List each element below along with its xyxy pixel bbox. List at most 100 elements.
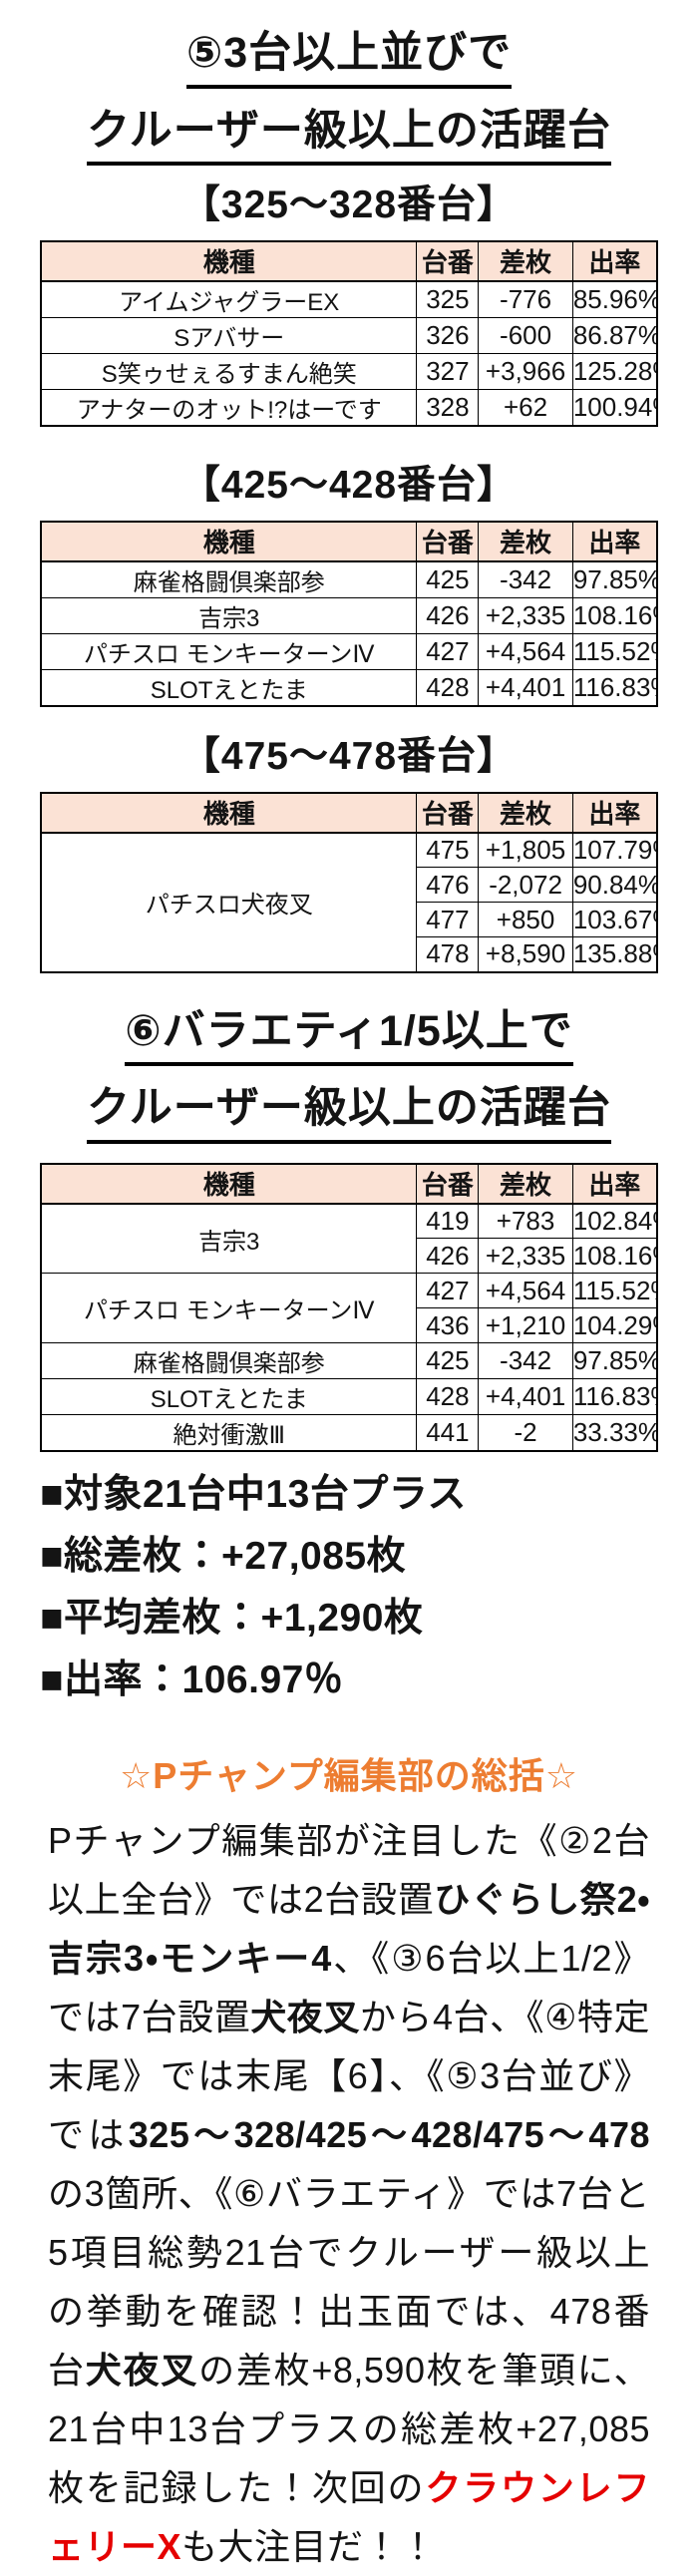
table-row: アイムジャグラーEX 325 -776 85.96% [40, 280, 658, 318]
table-variety: 機種 台番 差枚 出率 吉宗3 419 +783 102.84% 426 +2,… [40, 1162, 658, 1453]
table-header-row: 機種 台番 差枚 出率 [40, 521, 658, 562]
col-header-rate: 出率 [571, 1163, 658, 1205]
unit-number: 475 [416, 832, 480, 869]
diff-value: +850 [478, 902, 573, 938]
table-row: 吉宗3 419 +783 102.84% [40, 1203, 658, 1275]
section5-title-line2: クルーザー級以上の活躍台 [40, 106, 658, 167]
unit-number: 478 [416, 936, 480, 973]
col-header-machine: 機種 [40, 240, 418, 282]
rate-value: 116.83% [571, 668, 658, 707]
summary-block: ■対象21台中13台プラス ■総差枚：+27,085枚 ■平均差枚：+1,290… [40, 1472, 658, 1703]
section6-title-line2-text: クルーザー級以上の活躍台 [87, 1083, 611, 1144]
machine-name: S笑ゥせぇるすまん絶笑 [40, 352, 418, 390]
section6-title-line1-text: ⑥バラエティ1/5以上で [125, 1006, 573, 1067]
table-325-328: 機種 台番 差枚 出率 アイムジャグラーEX 325 -776 85.96% S… [40, 239, 658, 427]
group-subtitle-325-328: 【325～328番台】 [180, 184, 518, 227]
machine-name: パチスロ モンキーターンⅣ [40, 632, 418, 670]
unit-number: 425 [416, 560, 480, 598]
table-row: パチスロ モンキーターンⅣ 427 +4,564 115.52% [40, 1273, 658, 1344]
table-row: SLOTえとたま 428 +4,401 116.83% [40, 668, 658, 707]
diff-value: +2,335 [478, 596, 573, 634]
table-row: 426 +2,335 108.16% [41, 1238, 658, 1275]
overview-segment-normal: から4台、《④特定末尾》では末尾【6】、《⑤3台並び》では [48, 1997, 650, 2156]
unit-number: 419 [416, 1203, 480, 1240]
rate-value: 102.84% [571, 1203, 658, 1240]
unit-number: 427 [416, 632, 480, 670]
unit-number: 425 [416, 1342, 480, 1380]
machine-name-merged: パチスロ犬夜叉 [40, 832, 418, 973]
overview-segment-bold: ひぐらし祭2・吉宗3・モンキー4 [48, 1879, 650, 1980]
machine-name: アイムジャグラーEX [40, 280, 418, 318]
rate-value: 125.28% [571, 352, 658, 390]
rate-value: 108.16% [571, 1238, 658, 1275]
unit-number: 428 [416, 1378, 480, 1416]
table-row: 麻雀格闘倶楽部参 425 -342 97.85% [40, 1342, 658, 1380]
rate-value: 107.79% [571, 832, 658, 869]
rate-value: 100.94% [571, 388, 658, 427]
col-header-machine: 機種 [40, 521, 418, 562]
diff-value: +1,805 [478, 832, 573, 869]
col-header-diff: 差枚 [478, 240, 573, 282]
machine-name: 吉宗3 [40, 596, 418, 634]
summary-average-diff: ■平均差枚：+1,290枚 [40, 1596, 424, 1640]
rate-value: 116.83% [571, 1378, 658, 1416]
table-row: 吉宗3 426 +2,335 108.16% [40, 596, 658, 634]
col-header-diff: 差枚 [478, 1163, 573, 1205]
machine-name: Sアバサー [40, 316, 418, 354]
rate-value: 97.85% [571, 560, 658, 598]
rate-value: 115.52% [571, 632, 658, 670]
unit-number: 328 [416, 388, 480, 427]
summary-target-count: ■対象21台中13台プラス [40, 1473, 468, 1517]
overview-segment-normal: の3箇所、《⑥バラエティ》では7台と5項目総勢21台でクルーザー級以上の挙動を確… [48, 2173, 650, 2392]
col-header-rate: 出率 [571, 792, 658, 834]
machine-name: アナターのオット!?はーです [40, 388, 418, 427]
table-row: Sアバサー 326 -600 86.87% [40, 316, 658, 354]
section6-title-line1: ⑥バラエティ1/5以上で [40, 1006, 658, 1067]
diff-value: +4,401 [478, 668, 573, 707]
rate-value: 86.87% [571, 316, 658, 354]
table-header-row: 機種 台番 差枚 出率 [40, 1163, 658, 1205]
table-475-478: 機種 台番 差枚 出率 パチスロ犬夜叉 475 +1,805 107.79% 4… [40, 791, 658, 973]
col-header-number: 台番 [416, 240, 480, 282]
diff-value: -2,072 [478, 867, 573, 904]
rate-value: 135.88% [571, 936, 658, 973]
unit-number: 426 [416, 1238, 480, 1275]
diff-value: +8,590 [478, 936, 573, 973]
diff-value: +62 [478, 388, 573, 427]
overview-segment-normal: Pチャンプ編集部が注目した《②2台以上全台》では2台設置 [48, 1820, 650, 1921]
unit-number: 325 [416, 280, 480, 318]
rate-value: 97.85% [571, 1342, 658, 1380]
rate-value: 115.52% [571, 1273, 658, 1309]
unit-number: 327 [416, 352, 480, 390]
rate-value: 108.16% [571, 596, 658, 634]
unit-number: 441 [416, 1414, 480, 1452]
table-row: 絶対衝激Ⅲ 441 -2 33.33% [40, 1414, 658, 1452]
section6-title-line2: クルーザー級以上の活躍台 [40, 1083, 658, 1144]
overview-segment-normal: も大注目だ！！ [181, 2526, 437, 2568]
unit-number: 476 [416, 867, 480, 904]
table-row: 麻雀格闘倶楽部参 425 -342 97.85% [40, 560, 658, 598]
diff-value: +1,210 [478, 1307, 573, 1344]
machine-name-merged: 吉宗3 [40, 1203, 418, 1275]
diff-value: -600 [478, 316, 573, 354]
diff-value: +4,564 [478, 632, 573, 670]
unit-number: 436 [416, 1307, 480, 1344]
machine-name: SLOTえとたま [40, 1378, 418, 1416]
machine-name: 麻雀格闘倶楽部参 [40, 1342, 418, 1380]
col-header-diff: 差枚 [478, 792, 573, 834]
group-subtitle-425-428: 【425～428番台】 [180, 463, 518, 507]
overview-segment-bold: 犬夜叉 [85, 2350, 199, 2392]
machine-name: 絶対衝激Ⅲ [40, 1414, 418, 1452]
rate-value: 33.33% [571, 1414, 658, 1452]
diff-value: -776 [478, 280, 573, 318]
diff-value: -2 [478, 1414, 573, 1452]
section5-title-line1: ⑤3台以上並びで [40, 28, 658, 89]
diff-value: -342 [478, 1342, 573, 1380]
unit-number: 426 [416, 596, 480, 634]
rate-value: 85.96% [571, 280, 658, 318]
group-subtitle-475-478: 【475～478番台】 [180, 734, 518, 778]
overview-segment-bold: 犬夜叉 [250, 1997, 360, 2038]
table-row: アナターのオット!?はーです 328 +62 100.94% [40, 388, 658, 427]
col-header-rate: 出率 [571, 240, 658, 282]
